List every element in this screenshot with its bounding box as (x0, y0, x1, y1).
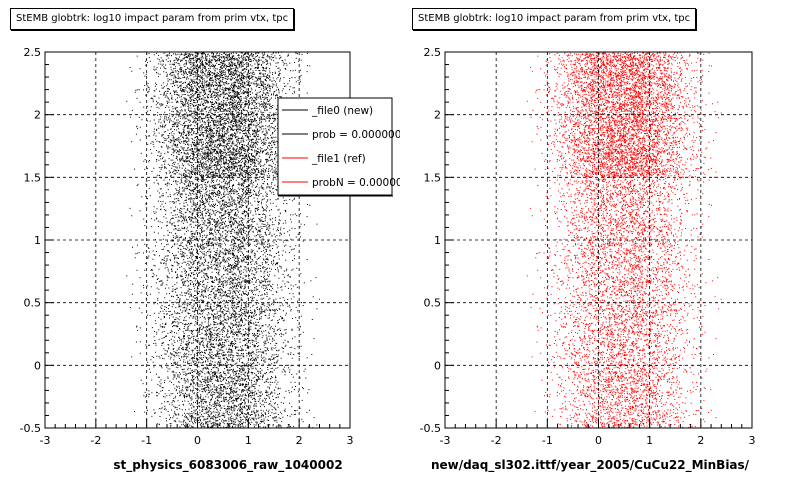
right-y-tick-label-1: 0 (434, 359, 441, 372)
right-x-tick-label-0: -3 (440, 434, 451, 447)
left-points-region-0 (126, 176, 320, 429)
right-x-tick-label-5: 2 (697, 434, 704, 447)
legend-label-prob: prob = 0.000000 (312, 129, 400, 141)
left-x-tick-label-2: -1 (141, 434, 152, 447)
left-x-tick-label-6: 3 (347, 434, 354, 447)
left-x-tick-label-3: 0 (194, 434, 201, 447)
right-grid (445, 52, 752, 428)
left-plot-title: StEMB globtrk: log10 impact param from p… (10, 8, 295, 30)
legend-box (277, 97, 393, 196)
right-y-tick-label-4: 1.5 (424, 171, 442, 184)
right-y-tick-label-6: 2.5 (424, 46, 442, 59)
right-x-tick-label-2: -1 (542, 434, 553, 447)
right-x-tick-label-4: 1 (646, 434, 653, 447)
right-points-region-0 (526, 176, 722, 429)
left-x-tick-label-1: -2 (90, 434, 101, 447)
right-points-region-1 (526, 51, 722, 178)
left-x-tick-label-5: 2 (296, 434, 303, 447)
right-y-tick-label-2: 0.5 (424, 297, 442, 310)
right-x-tick-label-3: 0 (595, 434, 602, 447)
legend-label-probN: probN = 0.000000 (312, 177, 400, 189)
right-scatter-points (526, 51, 722, 429)
left-y-tick-label-5: 2 (34, 109, 41, 122)
legend-label-file1: _file1 (ref) (311, 153, 366, 165)
left-axis-ticks: -3 -2 -1 0 1 2 3 -0.5 0 0.5 1 1.5 2 2.5 (20, 46, 354, 447)
left-y-tick-label-3: 1 (34, 234, 41, 247)
left-x-tick-label-0: -3 (40, 434, 51, 447)
left-y-tick-label-6: 2.5 (24, 46, 42, 59)
left-y-tick-label-4: 1.5 (24, 171, 42, 184)
right-y-tick-label-5: 2 (434, 109, 441, 122)
right-scatter-plot: -3 -2 -1 0 1 2 3 -0.5 0 0.5 1 1.5 2 2.5 new/daq_sl302… (420, 46, 756, 473)
right-y-tick-label-3: 1 (434, 234, 441, 247)
left-scatter-plot: -3 -2 -1 0 1 2 3 -0.5 0 0.5 1 1.5 2 2.5 st_physics_60… (20, 46, 400, 473)
left-y-tick-label-1: 0 (34, 359, 41, 372)
right-x-tick-label-6: 3 (749, 434, 756, 447)
right-axis-ticks: -3 -2 -1 0 1 2 3 -0.5 0 0.5 1 1.5 2 2.5 (420, 46, 756, 447)
right-x-tick-label-1: -2 (491, 434, 502, 447)
legend-label-file0: _file0 (new) (311, 105, 373, 117)
left-y-tick-label-0: -0.5 (20, 422, 41, 435)
legend: _file0 (new) prob = 0.000000 _file1 (ref… (277, 97, 400, 197)
right-plot-title: StEMB globtrk: log10 impact param from p… (412, 8, 697, 30)
left-x-axis-label: st_physics_6083006_raw_1040002 (113, 458, 342, 473)
left-y-tick-label-2: 0.5 (24, 297, 42, 310)
right-y-tick-label-0: -0.5 (420, 422, 441, 435)
right-x-axis-label: new/daq_sl302.ittf/year_2005/CuCu22_MinB… (431, 458, 750, 473)
left-x-tick-label-4: 1 (245, 434, 252, 447)
